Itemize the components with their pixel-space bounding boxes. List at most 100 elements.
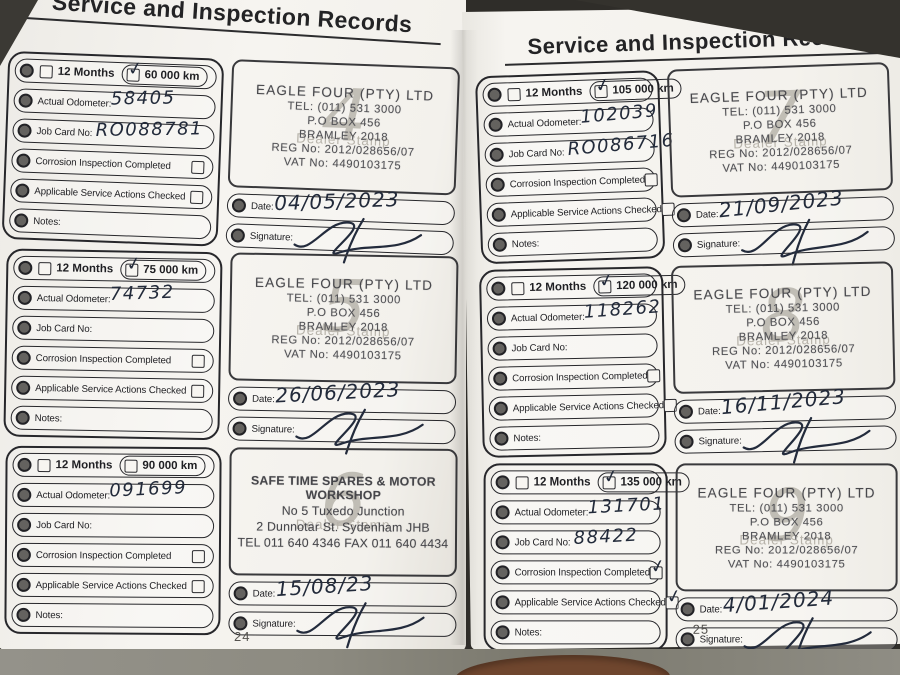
- km-capsule: ✓ 60 000 km: [121, 57, 208, 88]
- date-value: 15/08/23: [275, 570, 375, 602]
- service-actions-row: Applicable Service Actions Checked: [11, 375, 214, 404]
- km-label: 135 000 km: [620, 476, 682, 489]
- corrosion-checkbox: [191, 549, 205, 563]
- corrosion-label: Corrosion Inspection Completed: [35, 155, 171, 172]
- bullet-icon: [493, 371, 508, 386]
- bullet-icon: [494, 431, 509, 446]
- service-record: 12 Months ✓ 120 000 km Actual Odometer: …: [478, 261, 897, 464]
- records-right: 12 Months ✓ 105 000 km Actual Odometer: …: [474, 62, 899, 664]
- odometer-row: Actual Odometer: 091699: [12, 477, 215, 509]
- bullet-icon: [231, 198, 247, 213]
- bullet-icon: [492, 341, 507, 356]
- job-card-row: Job Card No:: [12, 315, 215, 344]
- record-fields: 12 Months ✓ 135 000 km Actual Odometer: …: [483, 463, 690, 652]
- notes-row: Notes:: [8, 208, 212, 240]
- service-record: 12 Months 90 000 km Actual Odometer: 091…: [4, 445, 458, 649]
- stamp-line: EAGLE FOUR (PTY) LTD: [697, 484, 876, 500]
- stamp-line: TEL 011 640 4346 FAX 011 640 4434: [237, 535, 449, 551]
- km-tick-mark: ✓: [601, 464, 621, 489]
- job-card-label: Job Card No:: [36, 519, 93, 531]
- date-label: Date:: [695, 208, 719, 221]
- bullet-icon: [487, 87, 502, 103]
- notes-label: Notes:: [33, 215, 61, 228]
- stamp-line: VAT No: 4490103175: [283, 347, 402, 362]
- km-label: 120 000 km: [616, 278, 678, 293]
- date-label: Date:: [251, 393, 275, 405]
- bullet-icon: [495, 505, 510, 520]
- job-card-value: 88422: [573, 524, 639, 550]
- date-label: Date:: [699, 603, 723, 615]
- signature-scribble: [293, 217, 423, 264]
- bullet-icon: [18, 93, 33, 108]
- months-label: 12 Months: [529, 280, 587, 294]
- service-record: 12 Months ✓ 75 000 km Actual Odometer: 7…: [3, 248, 459, 455]
- bullet-icon: [495, 475, 510, 490]
- bullet-icon: [495, 565, 510, 580]
- job-card-label: Job Card No:: [36, 125, 93, 139]
- job-card-row: Job Card No: RO088781: [12, 118, 215, 150]
- signature-row: Signature:: [674, 416, 897, 464]
- signature-row: Signature:: [225, 217, 455, 264]
- months-label: 12 Months: [55, 459, 113, 472]
- bullet-icon: [491, 281, 506, 296]
- job-card-row: Job Card No: 88422: [490, 524, 661, 555]
- bullet-icon: [680, 602, 695, 617]
- dealer-stamp: 7 Dealer Stamp EAGLE FOUR (PTY) LTD TEL:…: [666, 62, 894, 198]
- odometer-label: Actual Odometer:: [36, 489, 111, 502]
- job-card-label: Job Card No:: [514, 536, 571, 548]
- job-card-value: RO088781: [95, 118, 204, 142]
- record-fields: 12 Months ✓ 120 000 km Actual Odometer: …: [478, 266, 686, 458]
- page-left: Service and Inspection Records 12 Months…: [0, 0, 466, 652]
- km-capsule: 90 000 km: [119, 455, 206, 477]
- signature-label: Signature:: [249, 230, 294, 244]
- corrosion-label: Corrosion Inspection Completed: [35, 549, 172, 562]
- stamp-line: REG No: 2012/028656/07: [715, 543, 859, 556]
- holding-hand: [455, 655, 670, 675]
- km-checkbox: [124, 459, 138, 473]
- notes-row: Notes:: [10, 405, 213, 434]
- signature-label: Signature:: [698, 435, 742, 447]
- bullet-icon: [233, 586, 248, 601]
- page-right: Service and Inspection Records 12 Months…: [462, 5, 900, 664]
- bullet-icon: [230, 228, 246, 243]
- bullet-icon: [490, 177, 505, 192]
- notes-row: Notes:: [490, 620, 661, 645]
- dealer-stamp: 5 Dealer Stamp EAGLE FOUR (PTY) LTD TEL:…: [228, 252, 459, 385]
- months-checkbox: [511, 281, 525, 295]
- service-actions-checkbox: [191, 579, 205, 593]
- corrosion-checkbox: [644, 172, 659, 187]
- bullet-icon: [18, 260, 33, 275]
- dealer-stamp: 9 Dealer Stamp EAGLE FOUR (PTY) LTD TEL:…: [675, 463, 898, 592]
- job-card-label: Job Card No:: [36, 322, 93, 335]
- bullet-icon: [17, 320, 32, 335]
- job-card-row: Job Card No:: [487, 333, 658, 361]
- corrosion-label: Corrosion Inspection Completed: [35, 352, 172, 366]
- date-label: Date:: [252, 588, 276, 600]
- odometer-row: Actual Odometer: 118262: [486, 296, 662, 331]
- odometer-label: Actual Odometer:: [37, 95, 112, 110]
- service-actions-label: Applicable Service Actions Checked: [514, 596, 666, 608]
- stamp-line: TEL: (011) 531 3000: [729, 501, 844, 514]
- job-card-value: RO086716: [566, 129, 676, 161]
- record-fields: 12 Months ✓ 105 000 km Actual Odometer: …: [474, 70, 683, 265]
- book-spine-shadow: [450, 30, 478, 645]
- bullet-icon: [14, 213, 29, 228]
- corrosion-checkbox: [191, 160, 205, 174]
- months-checkbox: [37, 458, 51, 472]
- km-label: 75 000 km: [143, 263, 199, 277]
- signature-scribble: [296, 602, 425, 649]
- bullet-icon: [16, 350, 31, 365]
- service-actions-row: Applicable Service Actions Checked: [11, 572, 214, 599]
- bullet-icon: [679, 434, 694, 449]
- service-actions-label: Applicable Service Actions Checked: [35, 579, 187, 592]
- signature-scribble: [295, 408, 424, 455]
- km-label: 105 000 km: [612, 82, 674, 97]
- odometer-label: Actual Odometer:: [514, 506, 589, 518]
- bullet-icon: [492, 237, 508, 252]
- job-card-row: Job Card No: RO086716: [484, 130, 675, 168]
- odometer-label: Actual Odometer:: [507, 116, 582, 130]
- bullet-icon: [17, 123, 32, 138]
- bullet-icon: [19, 63, 35, 78]
- km-tick-mark: ✓: [125, 56, 145, 81]
- odometer-value: 091699: [108, 477, 188, 502]
